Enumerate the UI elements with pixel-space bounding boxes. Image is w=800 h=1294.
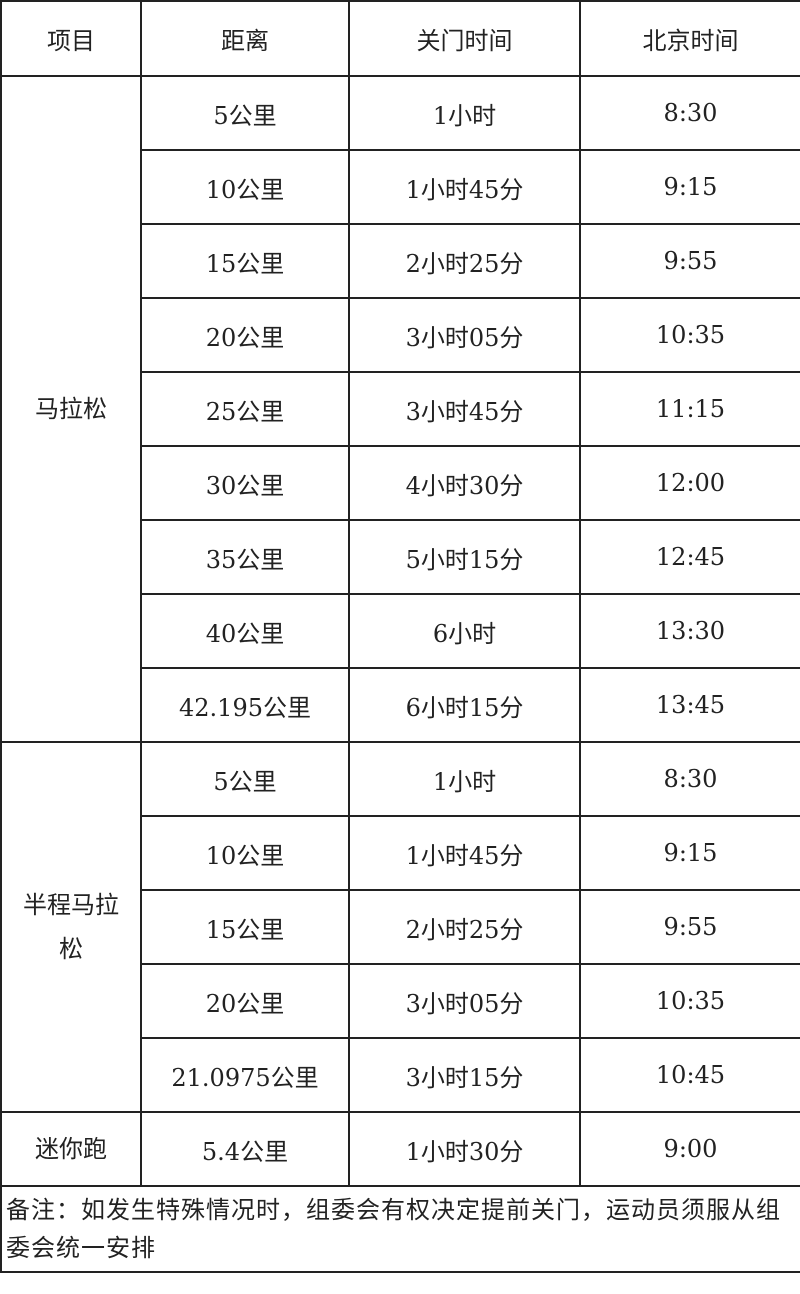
distance-cell: 5.4公里 bbox=[140, 1111, 350, 1187]
header-row: 项目 距离 关门时间 北京时间 bbox=[0, 0, 800, 77]
table-row: 21.0975公里 3小时15分 10:45 bbox=[1, 1037, 800, 1113]
table-row: 10公里 1小时45分 9:15 bbox=[1, 815, 800, 891]
cutoff-cell: 6小时 bbox=[348, 593, 581, 669]
table-row: 半程马拉松 5公里 1小时 8:30 bbox=[0, 741, 800, 1113]
distance-cell: 10公里 bbox=[140, 815, 350, 891]
cutoff-cell: 1小时45分 bbox=[348, 815, 581, 891]
beijing-time-cell: 9:15 bbox=[579, 149, 800, 225]
beijing-time-cell: 12:45 bbox=[579, 519, 800, 595]
distance-cell: 21.0975公里 bbox=[140, 1037, 350, 1113]
distance-cell: 35公里 bbox=[140, 519, 350, 595]
beijing-time-cell: 9:55 bbox=[579, 223, 800, 299]
note-text: 备注：如发生特殊情况时，组委会有权决定提前关门，运动员须服从组委会统一安排 bbox=[0, 1185, 800, 1273]
beijing-time-cell: 13:30 bbox=[579, 593, 800, 669]
beijing-time-cell: 9:15 bbox=[579, 815, 800, 891]
distance-cell: 5公里 bbox=[140, 741, 350, 817]
cutoff-cell: 1小时45分 bbox=[348, 149, 581, 225]
table-row: 40公里 6小时 13:30 bbox=[1, 593, 800, 669]
distance-cell: 42.195公里 bbox=[140, 667, 350, 743]
table-row: 马拉松 5公里 1小时 8:30 bbox=[0, 75, 800, 743]
header-cutoff: 关门时间 bbox=[348, 0, 581, 77]
table-row: 30公里 4小时30分 12:00 bbox=[1, 445, 800, 521]
cutoff-cell: 1小时30分 bbox=[348, 1111, 581, 1187]
event-cell: 半程马拉松 bbox=[0, 741, 142, 1113]
event-cell: 迷你跑 bbox=[0, 1111, 142, 1187]
beijing-time-cell: 9:55 bbox=[579, 889, 800, 965]
beijing-time-cell: 13:45 bbox=[579, 667, 800, 743]
table-row: 42.195公里 6小时15分 13:45 bbox=[1, 667, 800, 743]
header-event: 项目 bbox=[0, 0, 142, 77]
cutoff-cell: 3小时15分 bbox=[348, 1037, 581, 1113]
cutoff-cell: 2小时25分 bbox=[348, 889, 581, 965]
cutoff-cell: 4小时30分 bbox=[348, 445, 581, 521]
table-row: 迷你跑 5.4公里 1小时30分 9:00 bbox=[0, 1111, 800, 1187]
event-cell: 马拉松 bbox=[0, 75, 142, 743]
cutoff-cell: 5小时15分 bbox=[348, 519, 581, 595]
table-row: 15公里 2小时25分 9:55 bbox=[1, 889, 800, 965]
beijing-time-cell: 10:35 bbox=[579, 963, 800, 1039]
beijing-time-cell: 8:30 bbox=[579, 75, 800, 151]
note-row: 备注：如发生特殊情况时，组委会有权决定提前关门，运动员须服从组委会统一安排 bbox=[0, 1185, 800, 1273]
cutoff-cell: 1小时 bbox=[348, 741, 581, 817]
distance-cell: 25公里 bbox=[140, 371, 350, 447]
distance-cell: 40公里 bbox=[140, 593, 350, 669]
distance-cell: 15公里 bbox=[140, 889, 350, 965]
beijing-time-cell: 8:30 bbox=[579, 741, 800, 817]
table-row: 15公里 2小时25分 9:55 bbox=[1, 223, 800, 299]
distance-cell: 10公里 bbox=[140, 149, 350, 225]
header-beijing-time: 北京时间 bbox=[579, 0, 800, 77]
table-row: 25公里 3小时45分 11:15 bbox=[1, 371, 800, 447]
beijing-time-cell: 12:00 bbox=[579, 445, 800, 521]
table-row: 20公里 3小时05分 10:35 bbox=[1, 297, 800, 373]
beijing-time-cell: 10:35 bbox=[579, 297, 800, 373]
distance-cell: 15公里 bbox=[140, 223, 350, 299]
table-row: 35公里 5小时15分 12:45 bbox=[1, 519, 800, 595]
beijing-time-cell: 10:45 bbox=[579, 1037, 800, 1113]
distance-cell: 20公里 bbox=[140, 963, 350, 1039]
cutoff-cell: 1小时 bbox=[348, 75, 581, 151]
table-row: 10公里 1小时45分 9:15 bbox=[1, 149, 800, 225]
distance-cell: 20公里 bbox=[140, 297, 350, 373]
distance-cell: 5公里 bbox=[140, 75, 350, 151]
cutoff-cell: 3小时05分 bbox=[348, 963, 581, 1039]
cutoff-cell: 6小时15分 bbox=[348, 667, 581, 743]
cutoff-cell: 2小时25分 bbox=[348, 223, 581, 299]
cutoff-cell: 3小时45分 bbox=[348, 371, 581, 447]
header-distance: 距离 bbox=[140, 0, 350, 77]
distance-cell: 30公里 bbox=[140, 445, 350, 521]
beijing-time-cell: 11:15 bbox=[579, 371, 800, 447]
beijing-time-cell: 9:00 bbox=[579, 1111, 800, 1187]
cutoff-cell: 3小时05分 bbox=[348, 297, 581, 373]
table-row: 20公里 3小时05分 10:35 bbox=[1, 963, 800, 1039]
